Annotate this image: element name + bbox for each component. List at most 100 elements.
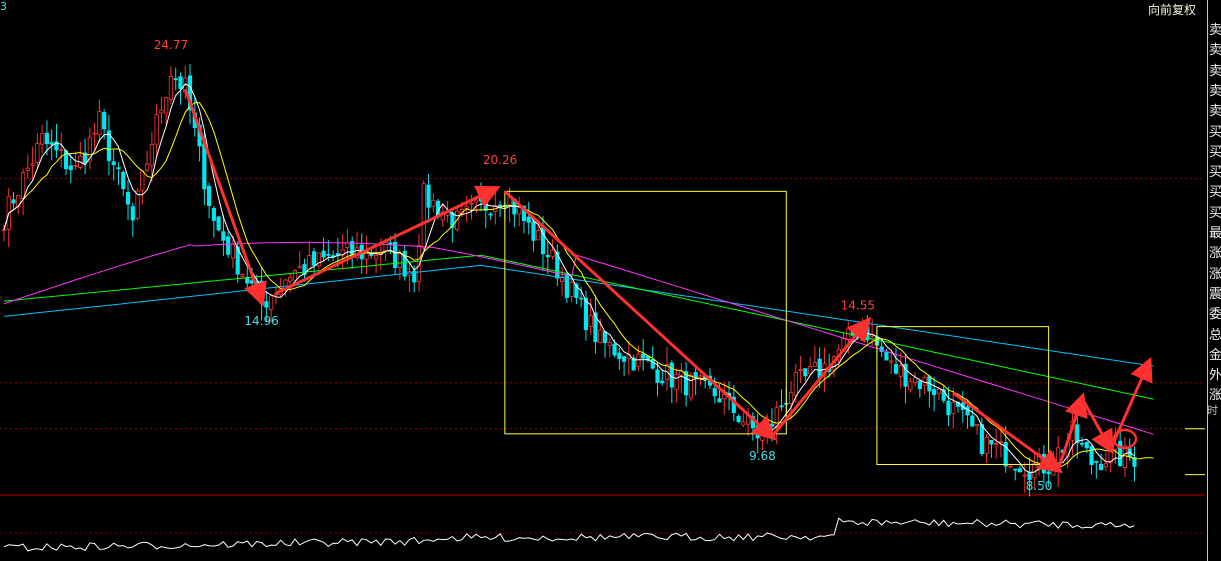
candle-body <box>240 274 245 277</box>
candle-body <box>149 144 154 166</box>
candle-body <box>421 183 426 249</box>
candle-body <box>941 389 946 401</box>
candle-body <box>1013 468 1018 471</box>
adjust-mode-label[interactable]: 向前复权 <box>1148 3 1197 17</box>
candle-body <box>40 133 45 145</box>
candle-body <box>216 216 221 231</box>
candle-body <box>679 370 684 376</box>
stock-code-fragment: 3 <box>0 0 7 13</box>
candle-body <box>569 281 574 297</box>
candle-body <box>230 243 236 259</box>
ma10-line <box>3 102 1154 470</box>
candle-body <box>35 143 40 163</box>
candle-body <box>984 436 989 455</box>
ma120-line <box>3 254 1154 400</box>
candle-body <box>1118 440 1123 467</box>
candle-body <box>130 206 135 221</box>
candle-body <box>16 195 21 208</box>
candle-body <box>998 441 1004 443</box>
price-extreme-label: 24.77 <box>154 38 188 52</box>
panel-row-label: 总 <box>1209 327 1221 343</box>
candle-body <box>59 149 64 152</box>
candle-body <box>431 199 436 207</box>
candle-body <box>717 398 722 403</box>
trend-arrow <box>183 88 267 307</box>
candle-body <box>207 185 212 207</box>
candle-body <box>73 165 78 168</box>
candle-body <box>655 369 660 383</box>
candle-body <box>116 167 121 170</box>
candle-body <box>994 443 999 445</box>
candle-body <box>311 251 317 266</box>
candle-body <box>202 143 207 190</box>
panel-row-label: 涨 <box>1209 388 1221 404</box>
candle-body <box>173 78 178 81</box>
candle-body <box>25 167 30 171</box>
panel-row-label: 委 <box>1209 307 1221 323</box>
candle-body <box>321 250 326 258</box>
panel-row-label: 买 <box>1209 205 1221 221</box>
candle-body <box>393 241 398 269</box>
panel-row-label: 涨 <box>1209 266 1221 282</box>
candle-body <box>82 152 88 164</box>
candle-body <box>11 199 16 204</box>
candle-body <box>92 132 97 135</box>
candle-body <box>426 184 431 208</box>
candle-body <box>269 295 274 311</box>
candle-body <box>326 253 331 256</box>
candle-body <box>1075 424 1080 444</box>
candle-body <box>593 312 598 343</box>
marker-circle <box>1112 428 1138 450</box>
candle-body <box>1084 441 1089 449</box>
candle-body <box>68 165 73 171</box>
candle-body <box>383 242 388 252</box>
candle-body <box>1103 463 1108 468</box>
trend-arrow <box>770 316 872 438</box>
candle-body <box>951 401 956 414</box>
candle-body <box>469 203 474 205</box>
candle-body <box>144 163 150 171</box>
candle-body <box>946 400 951 416</box>
candle-body <box>684 371 689 396</box>
candle-body <box>698 375 703 378</box>
candle-body <box>932 389 937 396</box>
ma250-line <box>3 264 1154 367</box>
candle-body <box>125 191 131 205</box>
candle-body <box>1094 460 1099 463</box>
candle-body <box>402 250 407 277</box>
candle-body <box>965 406 970 416</box>
candle-body <box>397 252 403 269</box>
candle-body <box>164 97 169 114</box>
trend-arrow <box>1056 392 1088 471</box>
panel-row-label: 震 <box>1209 286 1221 302</box>
candle-body <box>812 362 818 367</box>
highlight-box <box>504 190 787 435</box>
candle-body <box>622 356 627 362</box>
candle-body <box>559 276 565 283</box>
candle-body <box>1132 456 1137 467</box>
candle-body <box>111 161 116 166</box>
candle-body <box>221 231 226 241</box>
ma60-line <box>3 241 1154 435</box>
candle-body <box>1003 442 1008 467</box>
candle-body <box>1008 465 1013 468</box>
candle-body <box>607 341 612 347</box>
candle-body <box>106 130 112 161</box>
panel-row-label: 买 <box>1209 165 1221 181</box>
trend-arrow <box>275 185 501 295</box>
price-extreme-label: 14.55 <box>841 299 875 313</box>
candle-body <box>779 405 784 408</box>
candle-body <box>1122 445 1128 468</box>
candle-body <box>917 380 922 390</box>
candle-body <box>803 368 808 377</box>
candle-body <box>178 76 183 89</box>
candle-body <box>536 230 541 241</box>
price-extreme-label: 20.26 <box>483 153 517 167</box>
candle-body <box>936 388 942 394</box>
price-extreme-label: 14.96 <box>244 314 278 328</box>
candle-body <box>1 229 7 232</box>
panel-row-label: 买 <box>1209 124 1221 140</box>
candle-body <box>598 329 603 343</box>
candle-body <box>1079 442 1085 445</box>
